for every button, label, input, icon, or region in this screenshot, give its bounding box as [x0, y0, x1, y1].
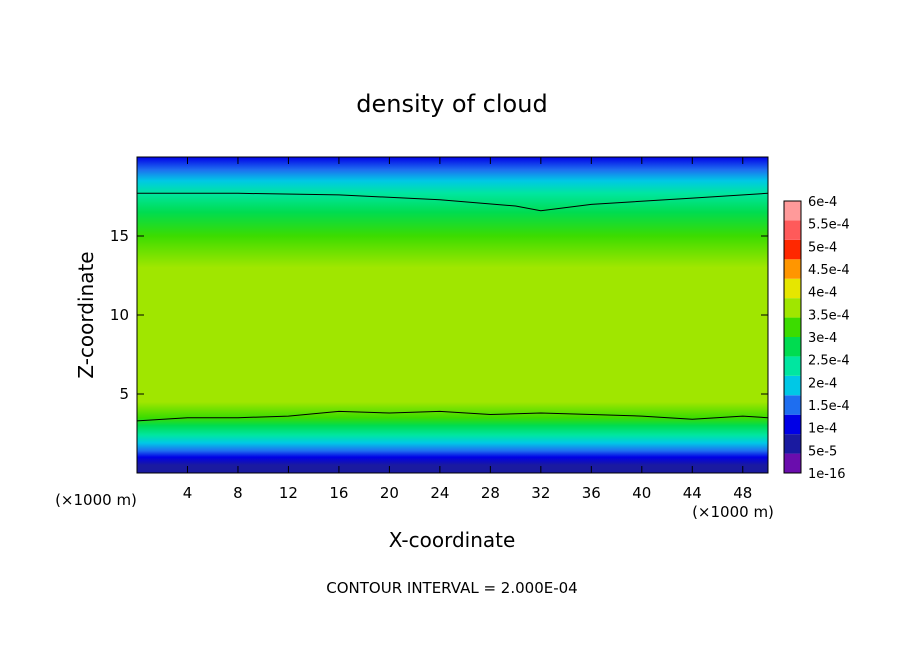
colorbar-label: 4e-4 — [808, 286, 837, 301]
contour-line — [137, 192, 768, 212]
x-tick-label: 16 — [329, 484, 348, 502]
colorbar-swatch — [784, 453, 801, 473]
colorbar-swatch — [784, 356, 801, 376]
colorbar-label: 1.5e-4 — [808, 399, 850, 414]
x-tick-label: 28 — [481, 484, 500, 502]
colorbar-swatch — [784, 337, 801, 357]
x-tick-label: 48 — [733, 484, 752, 502]
colorbar-swatch — [784, 395, 801, 415]
colorbar-label: 5e-5 — [808, 444, 837, 459]
x-axis-ticks: 4 8 12 16 20 24 28 32 36 40 44 48 — [183, 157, 752, 502]
x-unit-right: (×1000 m) — [692, 503, 774, 521]
colorbar-label: 1e-4 — [808, 422, 837, 437]
y-tick-label: 5 — [119, 385, 129, 403]
plot-area — [137, 157, 768, 473]
x-tick-label: 36 — [582, 484, 601, 502]
contour-interval-note: CONTOUR INTERVAL = 2.000E-04 — [326, 579, 577, 597]
x-tick-label: 12 — [279, 484, 298, 502]
x-tick-label: 8 — [233, 484, 243, 502]
x-unit-left: (×1000 m) — [55, 491, 137, 509]
y-axis-label: Z-coordinate — [74, 251, 98, 378]
colorbar-label: 6e-4 — [808, 195, 837, 210]
x-axis-label: X-coordinate — [389, 528, 516, 552]
colorbar-label: 3.5e-4 — [808, 308, 850, 323]
contour-line — [137, 410, 768, 422]
colorbar-swatch — [784, 239, 801, 260]
x-tick-label: 24 — [430, 484, 449, 502]
colorbar-label: 5e-4 — [808, 240, 837, 255]
colorbar-label: 5.5e-4 — [808, 218, 850, 233]
x-tick-label: 32 — [531, 484, 550, 502]
chart-title: density of cloud — [356, 90, 547, 118]
colorbar-label: 4.5e-4 — [808, 263, 850, 278]
y-tick-label: 10 — [110, 306, 129, 324]
x-tick-label: 4 — [183, 484, 193, 502]
x-tick-label: 20 — [380, 484, 399, 502]
colorbar-label: 2.5e-4 — [808, 354, 850, 369]
colorbar-swatch — [784, 278, 801, 299]
colorbar-label: 2e-4 — [808, 376, 837, 391]
colorbar-swatch — [784, 375, 801, 396]
colorbar: 1e-16 5e-5 1e-4 1.5e-4 2e-4 2.5e-4 3e-4 3.5e-4 4… — [783, 195, 850, 482]
x-tick-label: 44 — [683, 484, 702, 502]
colorbar-label: 3e-4 — [808, 331, 837, 346]
contour-lines — [137, 192, 768, 422]
colorbar-swatch — [784, 298, 801, 318]
colorbar-swatch — [784, 220, 801, 240]
y-axis-ticks: 5 10 15 — [110, 227, 768, 403]
colorbar-frame — [783, 200, 802, 474]
density-field — [137, 157, 768, 473]
x-tick-label: 40 — [632, 484, 651, 502]
colorbar-swatch — [784, 259, 801, 279]
colorbar-swatch — [784, 317, 801, 337]
y-tick-label: 15 — [110, 227, 129, 245]
colorbar-label: 1e-16 — [808, 467, 846, 482]
colorbar-swatch — [784, 201, 801, 221]
colorbar-swatch — [784, 434, 801, 454]
colorbar-swatch — [784, 414, 801, 435]
